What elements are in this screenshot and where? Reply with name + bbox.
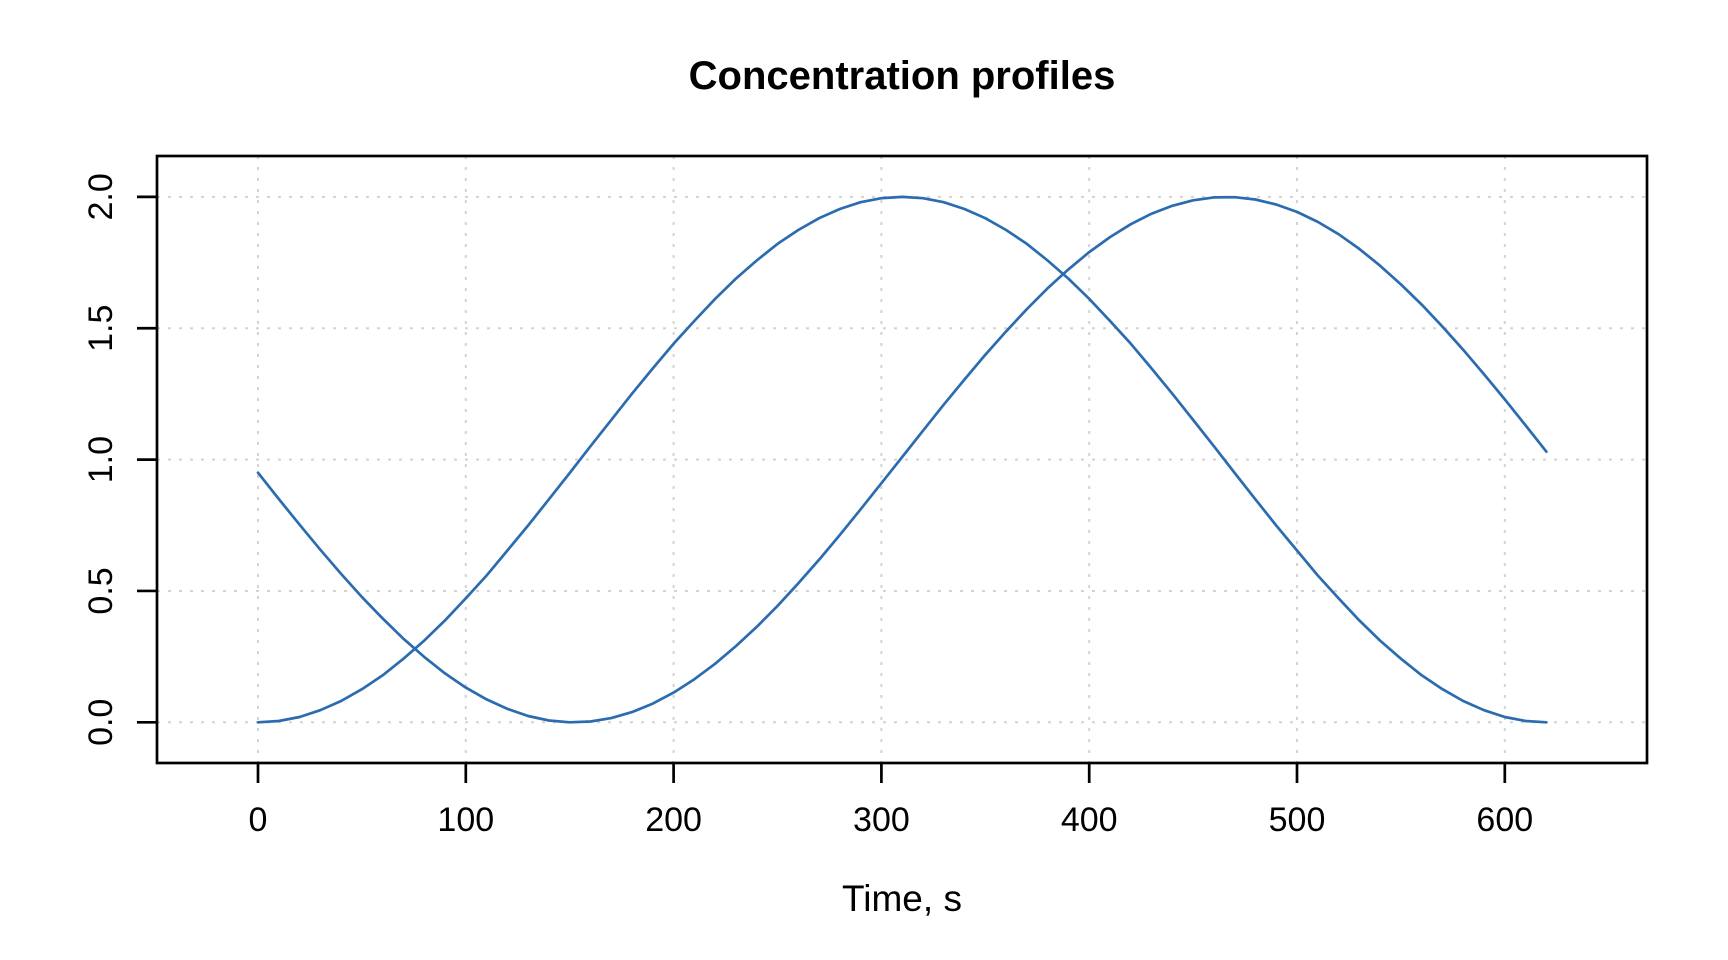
series-curves (256, 195, 1548, 724)
y-tick-label: 2.0 (82, 173, 120, 220)
y-tick-label: 0.5 (82, 567, 120, 614)
x-tick-label: 400 (1061, 801, 1118, 839)
axis-ticks (137, 195, 1507, 783)
series-line (256, 195, 1548, 724)
x-tick-label: 200 (645, 801, 702, 839)
y-tick-label: 0.0 (82, 699, 120, 746)
y-tick-label: 1.5 (82, 305, 120, 352)
x-axis-label: Time, s (842, 878, 962, 919)
plot-box (155, 154, 1649, 765)
y-tick-label: 1.0 (82, 436, 120, 483)
x-tick-label: 500 (1269, 801, 1326, 839)
x-tick-label: 300 (853, 801, 910, 839)
x-tick-label: 100 (437, 801, 494, 839)
series-line (256, 195, 1548, 724)
x-tick-label: 600 (1476, 801, 1533, 839)
gridlines (157, 156, 1647, 763)
x-tick-label: 0 (249, 801, 268, 839)
axis-tick-labels: 0 100 200 300 400 500 600 0.0 0.5 1.0 1.5 2.0 (82, 173, 1533, 839)
plot-title: Concentration profiles (688, 54, 1116, 98)
